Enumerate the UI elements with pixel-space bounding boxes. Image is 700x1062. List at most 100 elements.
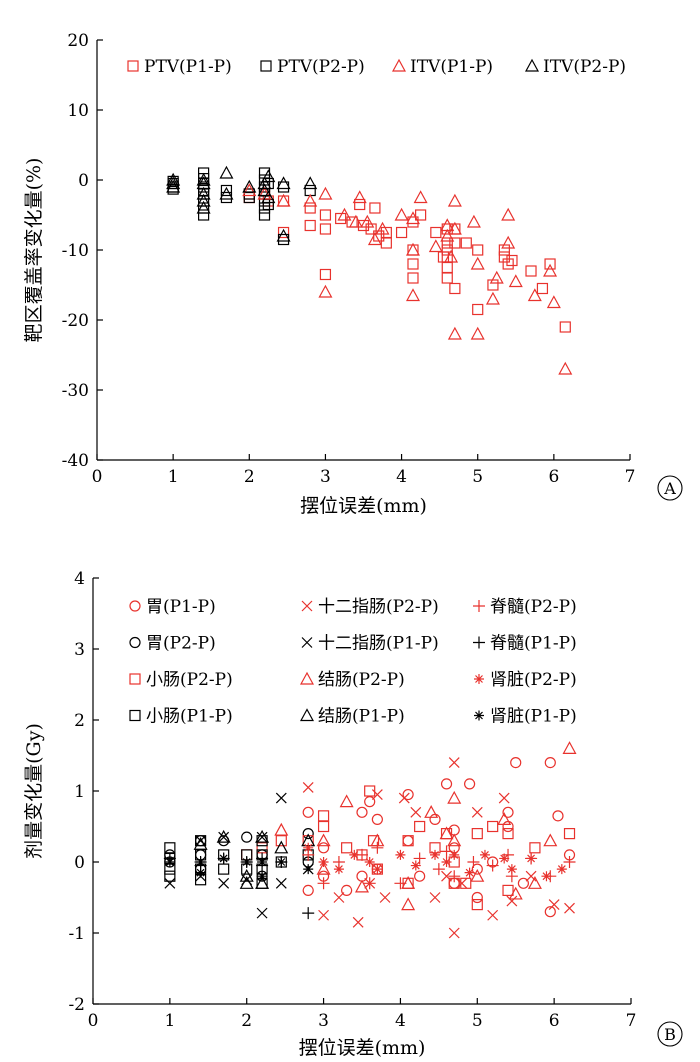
- data-point: [410, 860, 421, 871]
- y-tick-label: 0: [78, 171, 89, 191]
- data-point: [243, 191, 255, 204]
- series-十二指肠p2-p: [302, 757, 575, 939]
- legend-item-ptvp1-p: PTV(P1-P): [127, 57, 232, 77]
- data-point: [337, 207, 352, 221]
- data-point: [242, 179, 257, 193]
- data-point: [261, 190, 276, 204]
- data-point: [164, 870, 176, 882]
- data-point: [371, 841, 384, 854]
- data-point: [216, 829, 231, 843]
- data-point: [410, 806, 422, 818]
- legend-item-脊髓p1-p: 脊髓(P1-P): [473, 634, 577, 654]
- x-tick-label: 1: [164, 1011, 175, 1031]
- data-point: [502, 884, 514, 897]
- data-point: [302, 907, 315, 920]
- data-point: [375, 221, 390, 235]
- data-point: [405, 242, 421, 256]
- data-point: [544, 756, 556, 769]
- data-point: [456, 877, 468, 889]
- data-point: [449, 282, 461, 295]
- legend-marker: [127, 60, 139, 72]
- data-point: [255, 876, 270, 889]
- data-point: [195, 857, 206, 867]
- data-point: [559, 321, 571, 333]
- data-point: [317, 877, 330, 890]
- x-tick-label: 4: [396, 467, 407, 487]
- data-point: [472, 303, 484, 316]
- data-point: [526, 853, 537, 864]
- data-point: [275, 792, 287, 804]
- chart-panel-a: 0 1 2 3 4 5 6 7 -40 -30 -20 -10 0 10 20 摆位误差(mm) 靶区覆盖率变化…: [23, 31, 683, 517]
- legend-item-脊髓p2-p: 脊髓(P2-P): [473, 597, 577, 617]
- legend-marker: [524, 58, 540, 72]
- data-point: [529, 842, 541, 854]
- data-point: [357, 219, 370, 232]
- data-point: [447, 790, 462, 804]
- data-point: [543, 263, 558, 277]
- data-point: [441, 261, 453, 274]
- data-point: [414, 870, 426, 882]
- legend-marker: [474, 710, 484, 721]
- y-tick-label: -20: [62, 311, 89, 331]
- data-point: [413, 190, 428, 204]
- legend-item-肾脏p2-p: 肾脏(P2-P): [474, 670, 577, 690]
- data-point: [499, 853, 510, 864]
- data-point: [563, 856, 576, 868]
- data-point: [257, 176, 272, 190]
- y-tick-label: 2: [74, 711, 85, 731]
- data-point: [447, 221, 462, 235]
- data-point: [356, 806, 368, 818]
- data-point: [302, 827, 314, 840]
- y-tick-label: 4: [74, 569, 85, 589]
- data-point: [441, 237, 453, 249]
- x-axis-label: 摆位误差(mm): [299, 1037, 426, 1059]
- data-point: [414, 820, 426, 833]
- data-point: [398, 792, 410, 804]
- data-point: [243, 191, 255, 204]
- data-point: [563, 827, 576, 840]
- data-point: [371, 813, 383, 826]
- data-point: [439, 826, 454, 840]
- y-tick-label: -40: [62, 451, 89, 471]
- data-point: [487, 909, 499, 921]
- data-point: [471, 898, 483, 911]
- data-point: [303, 842, 314, 853]
- data-point: [195, 835, 207, 847]
- data-point: [510, 756, 522, 769]
- data-point: [467, 856, 480, 868]
- data-point: [218, 831, 230, 843]
- data-point: [448, 870, 461, 883]
- legend-item-胃p1-p: 胃(P1-P): [129, 597, 216, 617]
- data-point: [402, 835, 414, 847]
- data-point: [317, 810, 330, 822]
- data-point: [239, 876, 254, 889]
- data-point: [369, 202, 381, 214]
- data-point: [470, 326, 485, 340]
- data-point: [544, 258, 556, 270]
- data-point: [257, 183, 272, 197]
- data-point: [364, 796, 376, 808]
- data-point: [428, 239, 443, 253]
- data-point: [502, 806, 514, 818]
- x-tick-label: 2: [244, 467, 255, 487]
- data-point: [506, 254, 518, 267]
- legend-label: 脊髓(P1-P): [490, 634, 577, 654]
- data-point: [304, 219, 316, 232]
- series-结肠p2-p: [274, 741, 577, 911]
- data-point: [430, 226, 442, 239]
- data-point: [193, 836, 208, 850]
- data-point: [352, 190, 367, 204]
- y-tick-label: 10: [67, 101, 89, 121]
- data-point: [401, 897, 416, 911]
- data-point: [449, 849, 460, 860]
- data-point: [257, 857, 268, 867]
- data-point: [429, 892, 441, 903]
- data-point: [527, 876, 542, 889]
- data-point: [506, 864, 517, 875]
- x-tick-label: 4: [395, 1011, 406, 1031]
- series-itvp1-p: [242, 183, 573, 375]
- data-point: [517, 877, 530, 889]
- series-肾脏p2-p: [303, 842, 567, 882]
- data-point: [395, 226, 408, 239]
